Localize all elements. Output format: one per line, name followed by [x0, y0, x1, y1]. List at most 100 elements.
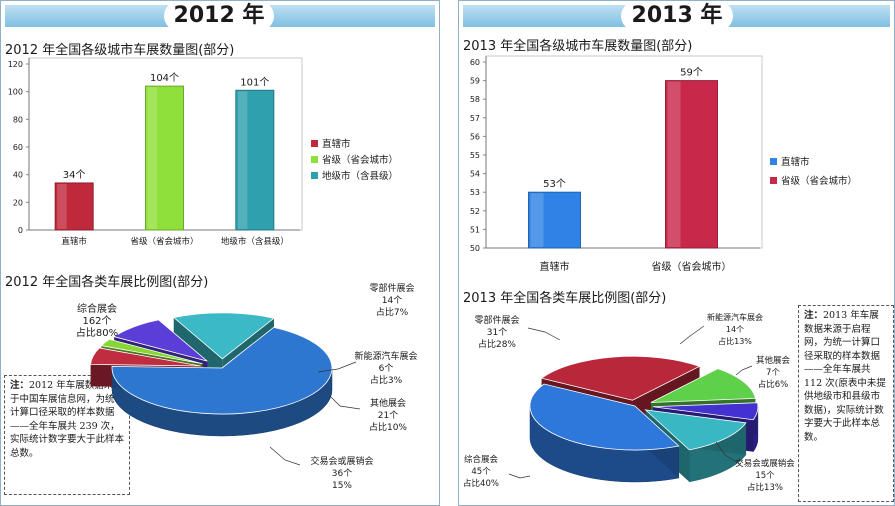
slice-share-label: 占比80% — [76, 326, 118, 339]
bar-highlight — [237, 91, 248, 230]
slice-value-label: 162个 — [82, 315, 111, 327]
year-heading: 2012 年 — [164, 1, 274, 31]
leader-line — [715, 441, 741, 465]
bar-highlight — [57, 183, 67, 229]
slice-share-label: 占比3% — [370, 374, 403, 386]
legend-swatch — [770, 177, 777, 184]
note-text: 2012 年车展数据来源于中国车展信息网，为统一计算口径采取的样本数据——全年车… — [10, 380, 125, 459]
slice-share-label: 占比28% — [478, 338, 516, 350]
slice-category-label: 交易会或展销会 — [735, 458, 795, 469]
bar — [235, 89, 275, 231]
leader-line — [317, 361, 357, 373]
y-tick-label: 40 — [13, 171, 23, 180]
x-category-label: 直辖市 — [540, 260, 570, 273]
y-tick-label: 60 — [470, 58, 480, 67]
x-category-label: 省级（省会城市） — [652, 260, 732, 273]
slice-category-label: 综合展会 — [464, 454, 499, 465]
bar-highlight — [147, 87, 157, 229]
y-tick-label: 100 — [8, 88, 23, 97]
y-tick-label: 120 — [8, 60, 23, 69]
legend-label: 省级（省会城市） — [781, 175, 857, 187]
slice-value-label: 36个 — [332, 468, 352, 479]
y-tick-label: 80 — [13, 115, 23, 124]
legend-swatch — [311, 172, 318, 179]
slice-share-label: 占比40% — [463, 478, 499, 489]
slice-category-label: 新能源汽车展会 — [354, 350, 417, 362]
y-tick-label: 52 — [470, 207, 480, 216]
slice-category-label: 新能源汽车展会 — [707, 312, 763, 322]
slice-share-label: 15% — [332, 481, 352, 491]
bar-highlight — [667, 81, 681, 247]
slice-share-label: 占比13% — [718, 336, 752, 346]
legend-label: 地级市（含县级） — [322, 170, 398, 182]
bar — [528, 191, 581, 249]
y-tick-label: 58 — [470, 95, 480, 104]
pie-chart-title: 2012 年全国各类车展比例图(部分) — [5, 275, 209, 290]
bar-chart-title: 2013 年全国各级城市车展数量图(部分) — [463, 39, 693, 54]
legend-swatch — [770, 158, 777, 165]
y-tick-label: 53 — [470, 188, 480, 197]
y-tick-label: 51 — [470, 225, 480, 234]
x-category-label: 直辖市 — [61, 236, 87, 247]
source-note: 注：2013 年车展数据来源于启程网，为统一计算口径采取的样本数据——全年车展共… — [798, 305, 894, 502]
legend-label: 直辖市 — [322, 138, 351, 150]
slice-value-label: 6个 — [379, 363, 394, 374]
bar-value-label: 34个 — [63, 169, 86, 181]
slice-category-label: 零部件展会 — [369, 282, 414, 294]
note-lead: 注： — [804, 310, 824, 321]
slice-value-label: 15个 — [755, 471, 775, 481]
pie-slice — [113, 319, 208, 362]
slice-category-label: 交易会或展销会 — [310, 455, 373, 467]
legend-swatch — [311, 140, 318, 147]
bar — [54, 182, 94, 231]
slice-value-label: 45个 — [471, 467, 491, 477]
y-tick-label: 59 — [470, 77, 480, 86]
bar-highlight — [530, 193, 544, 247]
leader-line — [329, 395, 361, 410]
pie-slice — [100, 338, 203, 365]
slice-value-label: 31个 — [487, 327, 507, 338]
y-tick-label: 0 — [18, 226, 23, 235]
note-text: 2013 年车展数据来源于启程网，为统一计算口径采取的样本数据——全年车展共 1… — [804, 310, 886, 443]
slice-value-label: 14个 — [726, 325, 744, 334]
leader-line — [679, 325, 705, 345]
slice-value-label: 7个 — [766, 368, 780, 378]
x-category-label: 地级市（含县级） — [221, 236, 289, 247]
source-note: 注：2012 年车展数据来源于中国车展信息网，为统一计算口径采取的样本数据——全… — [4, 375, 130, 495]
pie-slice — [652, 402, 759, 421]
note-lead: 注： — [10, 380, 30, 391]
pie-slice — [540, 355, 701, 401]
leader-line — [508, 473, 531, 479]
bar-value-label: 101个 — [240, 76, 269, 88]
x-category-label: 省级（省会城市） — [130, 236, 198, 247]
bar-value-label: 53个 — [543, 178, 566, 190]
slice-share-label: 占比10% — [369, 421, 407, 433]
bar-value-label: 104个 — [150, 72, 179, 84]
y-tick-label: 54 — [470, 170, 480, 179]
slice-category-label: 其他展会 — [370, 397, 406, 409]
bar — [145, 85, 184, 231]
y-tick-label: 50 — [470, 244, 480, 253]
plot-area — [485, 55, 763, 249]
legend-label: 直辖市 — [781, 156, 810, 168]
y-tick-label: 56 — [470, 132, 480, 141]
slice-share-label: 占比13% — [747, 482, 783, 493]
slice-share-label: 占比7% — [376, 306, 409, 318]
pie-chart-title: 2013 年全国各类车展比例图(部分) — [463, 291, 667, 306]
y-tick-label: 55 — [470, 151, 480, 160]
slice-value-label: 14个 — [382, 295, 402, 306]
leader-line — [527, 327, 561, 341]
y-tick-label: 20 — [13, 198, 23, 207]
leader-line — [735, 365, 753, 376]
leader-line — [269, 446, 301, 466]
slice-value-label: 21个 — [378, 410, 398, 421]
slice-category-label: 综合展会 — [77, 302, 117, 315]
legend-swatch — [311, 156, 318, 163]
legend-label: 省级（省会城市） — [322, 154, 398, 166]
bar — [665, 80, 718, 249]
pie-slice — [111, 326, 333, 415]
slice-category-label: 零部件展会 — [474, 314, 519, 326]
y-tick-label: 60 — [13, 143, 23, 152]
pie-slice — [529, 383, 680, 451]
